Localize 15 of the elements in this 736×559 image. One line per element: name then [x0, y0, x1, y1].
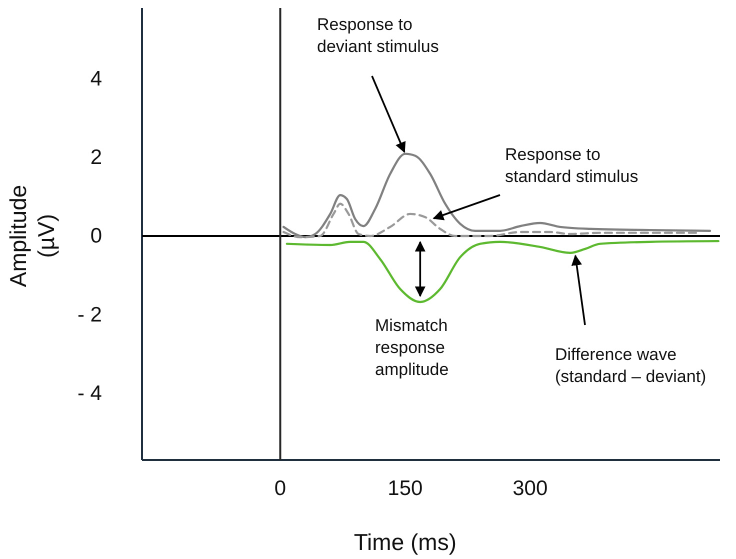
y-tick-label: 4 — [90, 67, 102, 90]
x-axis-title: Time (ms) — [354, 529, 456, 555]
line-series — [286, 240, 720, 304]
annotation: Response to deviant stimulus — [317, 15, 439, 56]
y-axis-title: Amplitude (µV) — [5, 184, 59, 288]
annotation: Response to standard stimulus — [505, 145, 638, 186]
y-tick-label: - 2 — [77, 303, 102, 326]
y-tick-label: 0 — [90, 224, 102, 248]
x-tick-label: 300 — [512, 476, 548, 500]
annotation: Difference wave (standard – deviant) — [555, 345, 706, 386]
y-tick-label: 2 — [90, 146, 102, 170]
annotation: Mismatch response amplitude — [375, 316, 449, 379]
x-tick-label: 150 — [388, 476, 423, 500]
x-tick-label: 0 — [274, 476, 286, 500]
y-tick-label: - 4 — [77, 382, 102, 405]
